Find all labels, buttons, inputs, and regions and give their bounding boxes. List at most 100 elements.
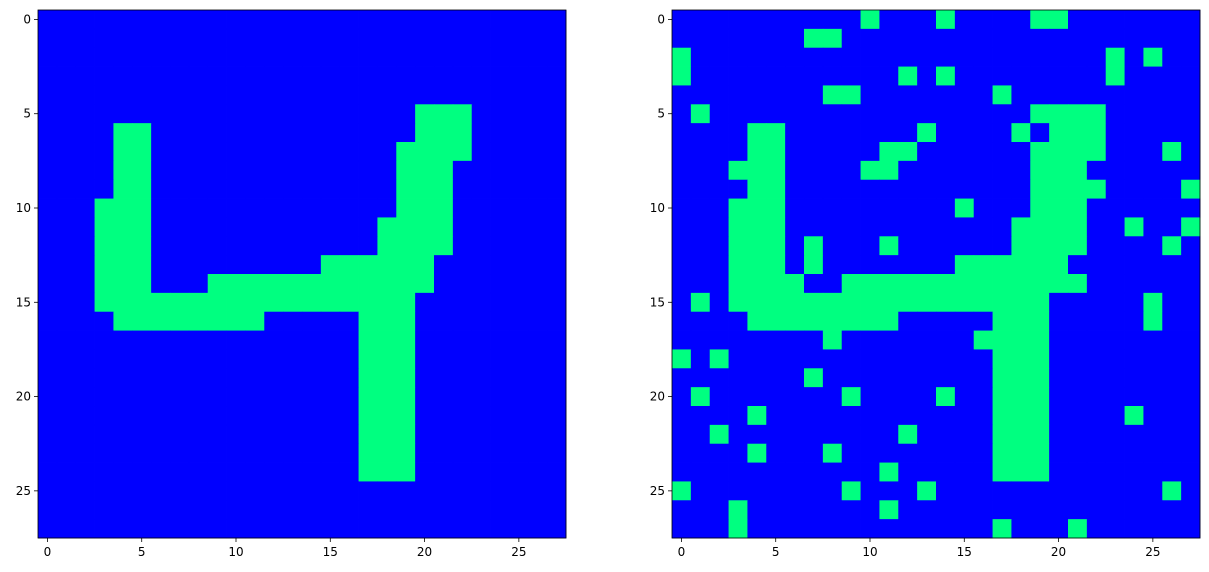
- cell: [207, 443, 227, 463]
- cell: [860, 47, 880, 67]
- cell: [547, 198, 567, 218]
- cell: [917, 330, 937, 350]
- cell: [188, 443, 209, 463]
- cell: [245, 66, 265, 86]
- cell: [917, 142, 937, 162]
- cell: [320, 406, 341, 426]
- cell: [415, 519, 435, 539]
- cell: [1181, 160, 1201, 181]
- cell: [709, 292, 729, 313]
- cell: [94, 104, 114, 124]
- cell: [1162, 349, 1182, 369]
- cell: [56, 500, 77, 520]
- cell: [547, 349, 567, 369]
- cell: [132, 500, 152, 520]
- cell: [264, 481, 284, 501]
- cell: [547, 462, 567, 482]
- cell: [766, 179, 786, 199]
- cell: [528, 387, 548, 407]
- cell: [785, 462, 805, 482]
- cell: [709, 481, 729, 501]
- cell: [264, 47, 284, 67]
- cell: [936, 406, 956, 426]
- cell: [860, 500, 880, 520]
- cell: [452, 443, 473, 463]
- cell: [226, 311, 246, 331]
- cell: [785, 443, 805, 463]
- cell: [509, 47, 529, 67]
- cell: [1181, 217, 1201, 237]
- cell: [75, 198, 95, 218]
- cell: [860, 142, 880, 162]
- cell: [1011, 123, 1031, 143]
- cell: [151, 500, 171, 520]
- cell: [1030, 179, 1050, 199]
- cell: [785, 424, 805, 445]
- cell: [785, 236, 805, 256]
- cell: [841, 274, 861, 294]
- cell: [38, 142, 58, 162]
- cell: [490, 85, 510, 105]
- cell: [56, 387, 77, 407]
- cell: [377, 123, 397, 143]
- cell: [672, 481, 692, 501]
- cell: [1011, 311, 1031, 331]
- cell: [358, 349, 378, 369]
- cell: [992, 406, 1012, 426]
- cell: [690, 481, 711, 501]
- cell: [1181, 330, 1201, 350]
- cell: [283, 142, 303, 162]
- cell: [1086, 142, 1107, 162]
- cell: [490, 387, 510, 407]
- cell: [471, 462, 491, 482]
- cell: [339, 10, 359, 30]
- cell: [747, 406, 767, 426]
- cell: [1105, 217, 1125, 237]
- cell: [396, 104, 416, 124]
- cell: [1030, 462, 1050, 482]
- cell: [936, 85, 956, 105]
- cell: [898, 443, 918, 463]
- cell: [1049, 330, 1069, 350]
- cell: [434, 349, 454, 369]
- cell: [151, 142, 171, 162]
- cell: [841, 10, 861, 30]
- cell: [822, 330, 843, 350]
- cell: [747, 47, 767, 67]
- cell: [992, 104, 1012, 124]
- cell: [396, 349, 416, 369]
- cell: [1162, 387, 1182, 407]
- cell: [804, 255, 824, 275]
- cell: [728, 47, 748, 67]
- cell: [1181, 47, 1201, 67]
- cell: [509, 217, 529, 237]
- cell: [822, 481, 843, 501]
- cell: [1105, 160, 1125, 181]
- cell: [804, 123, 824, 143]
- cell: [766, 123, 786, 143]
- cell: [766, 311, 786, 331]
- cell: [747, 236, 767, 256]
- cell: [226, 424, 246, 445]
- cell: [1143, 104, 1163, 124]
- cell: [1181, 462, 1201, 482]
- cell: [358, 462, 378, 482]
- cell: [75, 217, 95, 237]
- cell: [396, 255, 416, 275]
- cell: [804, 406, 824, 426]
- cell: [320, 142, 341, 162]
- cell: [690, 104, 711, 124]
- cell: [94, 292, 114, 313]
- cell: [1049, 66, 1069, 86]
- cell: [283, 519, 303, 539]
- cell: [151, 66, 171, 86]
- cell: [1030, 66, 1050, 86]
- cell: [1124, 387, 1144, 407]
- cell: [415, 406, 435, 426]
- cell: [415, 330, 435, 350]
- cell: [75, 311, 95, 331]
- cell: [547, 519, 567, 539]
- cell: [1124, 481, 1144, 501]
- cell: [528, 330, 548, 350]
- cell: [690, 160, 711, 181]
